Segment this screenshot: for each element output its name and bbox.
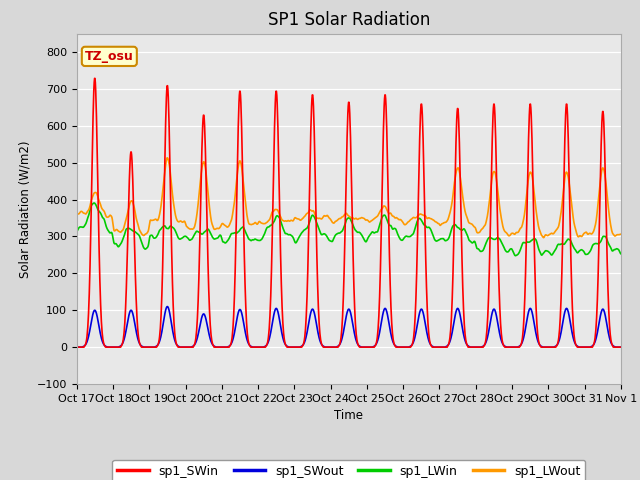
sp1_LWin <box>90 200 98 206</box>
sp1_LWin <box>181 233 189 239</box>
sp1_SWin <box>181 344 189 350</box>
Line: sp1_SWout: sp1_SWout <box>77 307 621 347</box>
sp1_LWin <box>553 244 561 250</box>
Line: sp1_SWin: sp1_SWin <box>77 78 621 347</box>
sp1_SWout <box>505 344 513 350</box>
Title: SP1 Solar Radiation: SP1 Solar Radiation <box>268 11 430 29</box>
sp1_SWout <box>73 344 81 350</box>
Line: sp1_LWin: sp1_LWin <box>77 203 621 256</box>
Legend: sp1_SWin, sp1_SWout, sp1_LWin, sp1_LWout: sp1_SWin, sp1_SWout, sp1_LWin, sp1_LWout <box>113 460 585 480</box>
sp1_SWin <box>91 75 99 81</box>
Line: sp1_LWout: sp1_LWout <box>77 158 621 238</box>
sp1_LWout <box>73 211 81 217</box>
sp1_SWin <box>505 344 513 350</box>
sp1_LWout <box>540 235 547 240</box>
sp1_LWout <box>255 219 263 225</box>
sp1_LWin <box>255 238 263 243</box>
sp1_LWin <box>434 238 442 244</box>
sp1_SWin <box>255 344 263 350</box>
sp1_SWout <box>434 344 442 350</box>
sp1_SWin <box>553 343 561 349</box>
Text: TZ_osu: TZ_osu <box>85 50 134 63</box>
sp1_LWin <box>195 229 202 235</box>
sp1_SWout <box>163 304 171 310</box>
sp1_LWout <box>553 227 561 232</box>
sp1_SWout <box>255 344 263 350</box>
sp1_LWout <box>434 220 442 226</box>
sp1_SWout <box>617 344 625 350</box>
sp1_LWout <box>195 201 202 206</box>
Y-axis label: Solar Radiation (W/m2): Solar Radiation (W/m2) <box>18 140 31 277</box>
sp1_SWin <box>434 344 442 350</box>
sp1_LWout <box>181 219 189 225</box>
sp1_SWout <box>181 344 189 350</box>
sp1_LWin <box>617 251 625 257</box>
sp1_LWin <box>73 228 81 234</box>
sp1_LWin <box>505 249 513 254</box>
sp1_LWout <box>163 155 171 161</box>
sp1_LWout <box>505 233 513 239</box>
sp1_LWin <box>512 253 520 259</box>
sp1_SWout <box>195 332 202 337</box>
sp1_SWin <box>73 344 81 350</box>
sp1_SWin <box>617 344 625 350</box>
sp1_LWout <box>617 231 625 237</box>
sp1_SWout <box>553 343 561 348</box>
sp1_SWin <box>195 298 202 304</box>
X-axis label: Time: Time <box>334 409 364 422</box>
